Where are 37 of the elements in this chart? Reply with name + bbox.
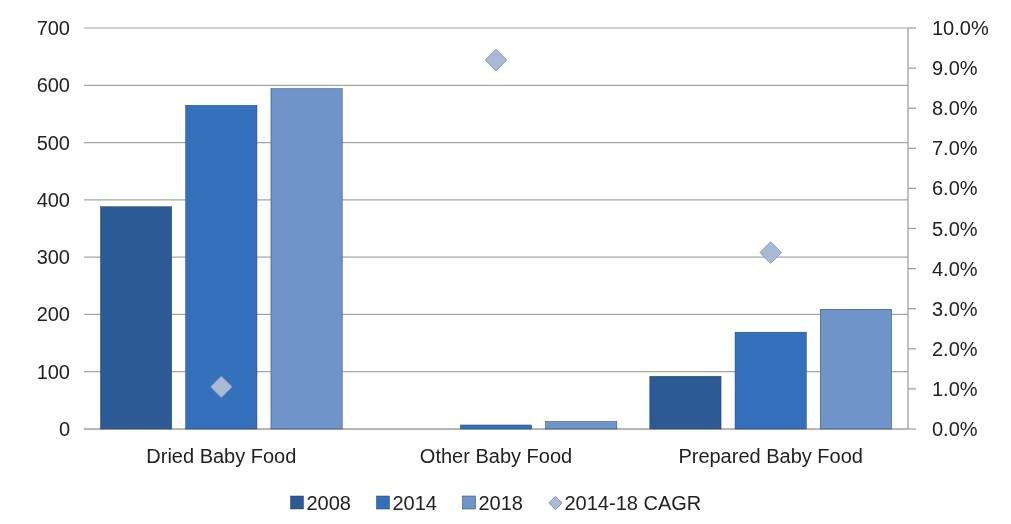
y2-tick-label: 1.0%	[932, 377, 978, 400]
y2-tick-label: 7.0%	[932, 137, 978, 160]
bar	[820, 309, 892, 430]
y-tick-label: 700	[36, 17, 70, 39]
bar	[545, 421, 618, 430]
bar	[460, 424, 532, 430]
point	[210, 375, 233, 399]
y-tick-label: 0	[58, 418, 70, 440]
x-tick-label: Other Baby Food	[419, 445, 573, 467]
y-tick-label: 300	[36, 246, 70, 269]
legend-label: 2018	[478, 492, 523, 514]
bar	[270, 88, 343, 430]
y2-tick-label: 10.0%	[932, 17, 989, 39]
bar	[100, 206, 172, 430]
y2-tick-label: 9.0%	[932, 57, 978, 80]
bar	[734, 331, 807, 430]
y2-tick-label: 5.0%	[932, 217, 978, 240]
y-tick-label: 500	[36, 131, 70, 154]
y2-tick-label: 8.0%	[932, 97, 978, 120]
y2-tick-label: 3.0%	[932, 297, 978, 320]
y2-tick-label: 2.0%	[932, 337, 978, 360]
legend-label: 2014-18 CAGR	[564, 492, 702, 514]
x-tick-label: Dried Baby Food	[146, 445, 297, 467]
bar	[185, 105, 258, 430]
point	[484, 48, 508, 72]
y-tick-label: 100	[36, 360, 70, 383]
y2-tick-label: 0.0%	[932, 418, 978, 440]
y2-tick-label: 6.0%	[932, 177, 978, 200]
legend-label: 2008	[306, 492, 351, 514]
point	[759, 241, 782, 264]
y-tick-label: 400	[36, 188, 70, 211]
y-tick-label: 600	[36, 74, 70, 97]
legend-label: 2014	[392, 492, 437, 514]
x-tick-label: Prepared Baby Food	[678, 445, 863, 467]
bar	[649, 376, 722, 430]
y2-tick-label: 4.0%	[932, 257, 978, 280]
y-tick-label: 200	[36, 303, 70, 326]
